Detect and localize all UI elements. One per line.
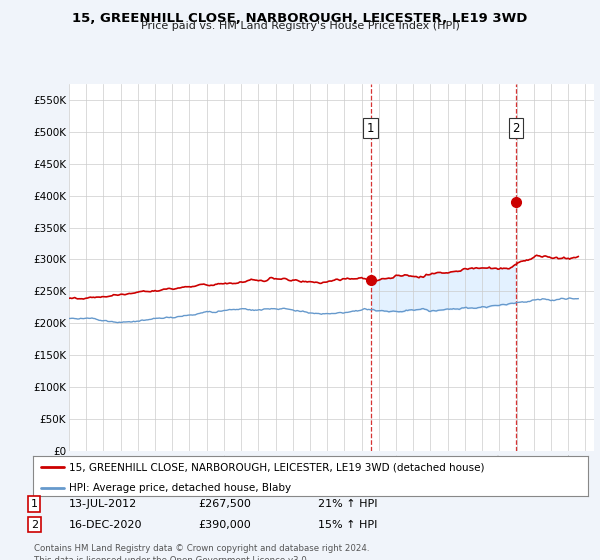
Text: 15% ↑ HPI: 15% ↑ HPI: [318, 520, 377, 530]
Text: HPI: Average price, detached house, Blaby: HPI: Average price, detached house, Blab…: [69, 483, 291, 493]
Text: 2: 2: [512, 122, 520, 134]
Text: £267,500: £267,500: [198, 499, 251, 509]
Text: 15, GREENHILL CLOSE, NARBOROUGH, LEICESTER, LE19 3WD: 15, GREENHILL CLOSE, NARBOROUGH, LEICEST…: [73, 12, 527, 25]
Text: 15, GREENHILL CLOSE, NARBOROUGH, LEICESTER, LE19 3WD (detached house): 15, GREENHILL CLOSE, NARBOROUGH, LEICEST…: [69, 463, 485, 473]
Text: 16-DEC-2020: 16-DEC-2020: [69, 520, 143, 530]
Text: 2: 2: [31, 520, 38, 530]
Text: 1: 1: [367, 122, 374, 134]
Text: £390,000: £390,000: [198, 520, 251, 530]
Text: Price paid vs. HM Land Registry's House Price Index (HPI): Price paid vs. HM Land Registry's House …: [140, 21, 460, 31]
Text: 13-JUL-2012: 13-JUL-2012: [69, 499, 137, 509]
Text: 21% ↑ HPI: 21% ↑ HPI: [318, 499, 377, 509]
Text: 1: 1: [31, 499, 38, 509]
Text: Contains HM Land Registry data © Crown copyright and database right 2024.
This d: Contains HM Land Registry data © Crown c…: [34, 544, 370, 560]
